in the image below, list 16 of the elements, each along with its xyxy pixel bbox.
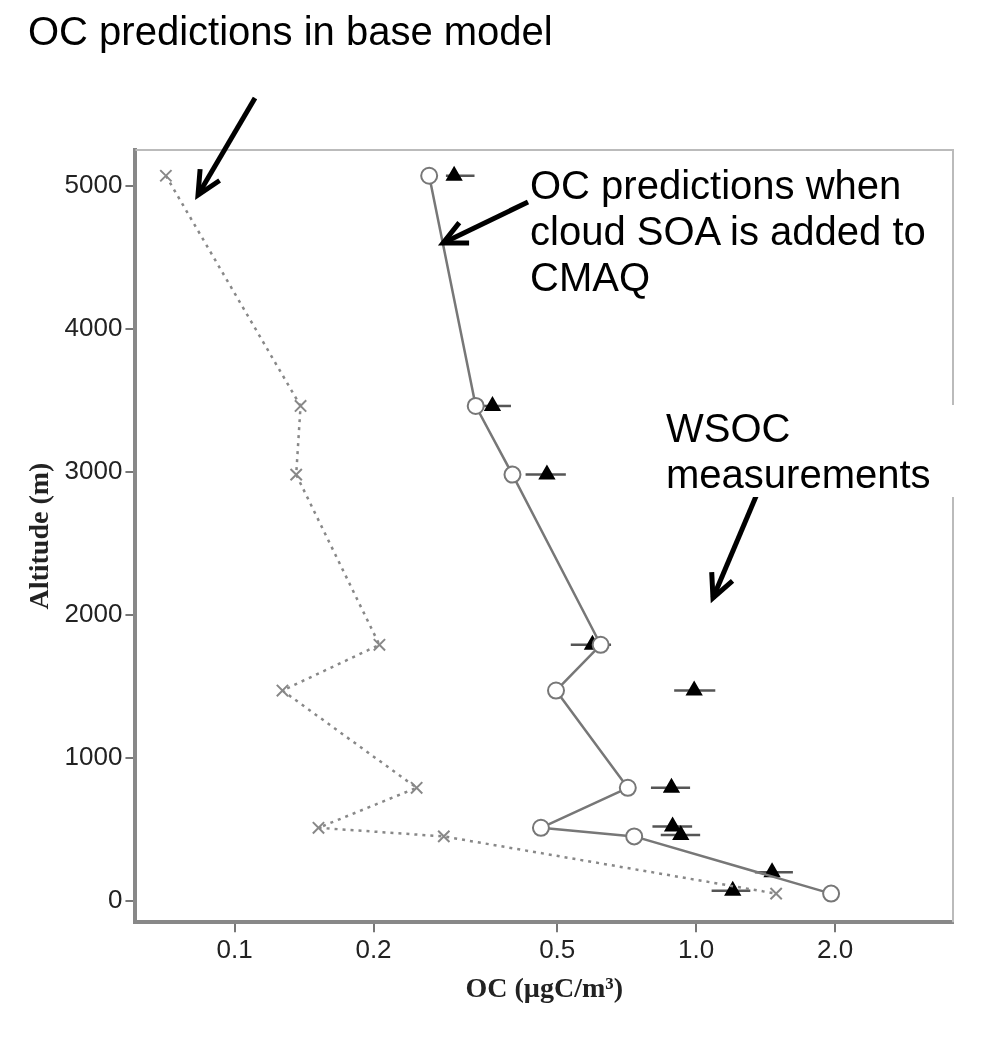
y-tick-label: 1000 xyxy=(64,740,123,771)
x-tick-label: 0.1 xyxy=(216,933,253,964)
x-tick-label: 0.2 xyxy=(355,933,392,964)
y-tick-label: 3000 xyxy=(64,454,123,485)
y-tick-label: 0 xyxy=(107,883,123,914)
y-tick-label: 5000 xyxy=(64,168,123,199)
text: OC predictions in base model xyxy=(28,8,553,54)
annotation: OC predictions when cloud SOA is added to CMAQ xyxy=(530,162,940,300)
x-axis-title: OC (µgC/m³) xyxy=(465,972,623,1004)
annotation: WSOC measurements xyxy=(666,405,976,497)
x-tick-label: 1.0 xyxy=(678,933,715,964)
y-tick-label: 2000 xyxy=(64,597,123,628)
y-tick-label: 4000 xyxy=(64,311,123,342)
x-tick-label: 2.0 xyxy=(817,933,854,964)
y-axis-title: Altitude (m) xyxy=(23,462,55,610)
x-tick-label: 0.5 xyxy=(539,933,576,964)
